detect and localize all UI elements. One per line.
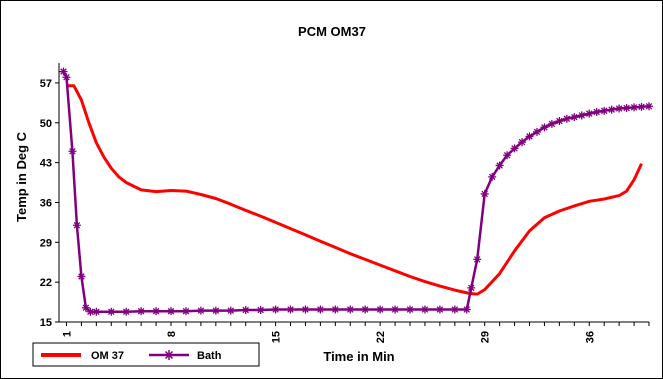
- bath-point-marker: [518, 138, 527, 147]
- bath-point-marker: [331, 305, 340, 314]
- legend-box: [32, 342, 260, 367]
- bath-point-marker: [137, 307, 146, 316]
- bath-point-marker: [301, 305, 310, 314]
- series-line-bath: [62, 70, 650, 314]
- bath-point-marker: [607, 105, 616, 114]
- bath-point-marker: [592, 107, 601, 116]
- bath-point-marker: [577, 111, 586, 120]
- bath-point-marker: [585, 109, 594, 118]
- bath-point-marker: [256, 306, 265, 315]
- bath-point-marker: [361, 305, 370, 314]
- legend: OM 37 Bath: [32, 342, 260, 367]
- bath-point-marker: [525, 132, 534, 141]
- legend-label-om37: OM 37: [91, 350, 124, 362]
- x-tick-label: 15: [271, 331, 283, 343]
- legend-label-bath: Bath: [197, 350, 222, 362]
- x-tick-label: 1: [61, 331, 73, 337]
- x-tick-label: 8: [166, 331, 178, 337]
- bath-point-marker: [450, 305, 459, 314]
- bath-point-marker: [615, 104, 624, 113]
- bath-point-marker: [532, 127, 541, 136]
- legend-marker-bath: [164, 350, 174, 360]
- bath-point-marker: [420, 305, 429, 314]
- bath-point-marker: [376, 305, 385, 314]
- bath-point-marker: [62, 73, 71, 82]
- bath-point-marker: [167, 307, 176, 316]
- bath-point-marker: [81, 303, 90, 312]
- bath-point-marker: [226, 306, 235, 315]
- x-tick-label: 36: [584, 331, 596, 343]
- bath-point-marker: [92, 307, 101, 316]
- bath-point-marker: [555, 117, 564, 126]
- bath-point-marker: [637, 102, 646, 111]
- bath-point-marker: [547, 119, 556, 128]
- bath-point-marker: [346, 305, 355, 314]
- bath-point-marker: [107, 307, 116, 316]
- y-tick-label: 15: [40, 317, 52, 329]
- bath-point-marker: [68, 147, 77, 156]
- bath-point-marker: [562, 114, 571, 123]
- bath-point-marker: [77, 272, 86, 281]
- y-tick-label: 50: [40, 118, 52, 130]
- bath-point-marker: [241, 306, 250, 315]
- legend-star-icon: [164, 350, 174, 360]
- bath-point-marker: [286, 305, 295, 314]
- bath-point-marker: [473, 255, 482, 264]
- bath-point-marker: [495, 161, 504, 170]
- bath-point-marker: [59, 67, 68, 76]
- x-tick-label: 29: [480, 331, 492, 343]
- bath-point-marker: [645, 102, 653, 111]
- bath-point-marker: [510, 144, 519, 153]
- bath-point-marker: [316, 305, 325, 314]
- bath-point-marker: [271, 305, 280, 314]
- bath-point-marker: [570, 113, 579, 122]
- bath-point-marker: [122, 307, 131, 316]
- chart-title: PCM OM37: [298, 24, 366, 39]
- bath-point-marker: [181, 307, 190, 316]
- bath-point-marker: [211, 306, 220, 315]
- bath-point-marker: [391, 305, 400, 314]
- y-tick-label: 29: [40, 237, 52, 249]
- x-tick-label: 22: [375, 331, 387, 343]
- y-tick-label: 43: [40, 158, 52, 170]
- bath-point-marker: [196, 306, 205, 315]
- y-tick-label: 22: [40, 277, 52, 289]
- x-axis-title: Time in Min: [323, 349, 394, 364]
- series-line-om37: [66, 84, 643, 296]
- bath-point-marker: [406, 305, 415, 314]
- bath-point-marker: [503, 151, 512, 160]
- bath-point-marker: [72, 221, 81, 230]
- bath-point-marker: [488, 172, 497, 181]
- bath-point-marker: [435, 305, 444, 314]
- bath-point-marker: [600, 106, 609, 115]
- y-tick-label: 57: [40, 78, 52, 90]
- bath-point-marker: [86, 307, 95, 316]
- bath-point-marker: [462, 305, 471, 314]
- y-axis-title: Temp in Deg C: [14, 131, 29, 222]
- bath-point-marker: [622, 103, 631, 112]
- bath-point-marker: [540, 123, 549, 132]
- bath-point-marker: [630, 103, 639, 112]
- bath-point-marker: [467, 283, 476, 292]
- bath-point-marker: [480, 189, 489, 198]
- y-tick-label: 36: [40, 197, 52, 209]
- bath-point-marker: [152, 307, 161, 316]
